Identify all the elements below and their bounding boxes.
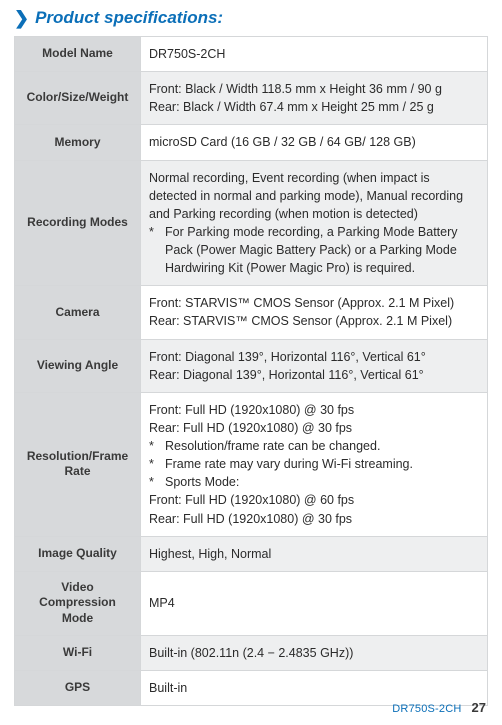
chevron-right-icon: ❯ xyxy=(14,9,29,27)
spec-value-line: Front: Black / Width 118.5 mm x Height 3… xyxy=(149,80,479,98)
spec-value-line: Normal recording, Event recording (when … xyxy=(149,169,479,223)
table-row: Model Name DR750S-2CH xyxy=(15,37,488,72)
spec-label: Image Quality xyxy=(15,536,141,571)
spec-value-line: Front: Full HD (1920x1080) @ 30 fps xyxy=(149,401,479,419)
spec-value: Front: Black / Width 118.5 mm x Height 3… xyxy=(141,72,488,125)
spec-value-note-text: Resolution/frame rate can be changed. xyxy=(165,437,380,455)
asterisk-icon: * xyxy=(149,437,157,455)
asterisk-icon: * xyxy=(149,455,157,473)
spec-label: Camera xyxy=(15,286,141,339)
table-row: Memory microSD Card (16 GB / 32 GB / 64 G… xyxy=(15,125,488,160)
spec-value-note-text: Frame rate may vary during Wi-Fi streami… xyxy=(165,455,413,473)
spec-value-line: MP4 xyxy=(149,594,479,612)
spec-value-note: *For Parking mode recording, a Parking M… xyxy=(149,223,479,277)
spec-value-note: * Resolution/frame rate can be changed. xyxy=(149,437,479,455)
spec-value-line: Rear: Full HD (1920x1080) @ 30 fps xyxy=(149,419,479,437)
spec-value-note: * Frame rate may vary during Wi-Fi stream… xyxy=(149,455,479,473)
spec-value: Built-in (802.11n (2.4 − 2.4835 GHz)) xyxy=(141,635,488,670)
spec-value-line: Rear: Black / Width 67.4 mm x Height 25 … xyxy=(149,98,479,116)
spec-label: Recording Modes xyxy=(15,160,141,286)
table-row: Wi-Fi Built-in (802.11n (2.4 − 2.4835 GHz… xyxy=(15,635,488,670)
spec-value-line: Front: Diagonal 139°, Horizontal 116°, V… xyxy=(149,348,479,366)
asterisk-icon: * xyxy=(149,223,157,277)
spec-label: Resolution/Frame Rate xyxy=(15,392,141,536)
spec-value-note: * Sports Mode: xyxy=(149,473,479,491)
spec-value-note-text: For Parking mode recording, a Parking Mo… xyxy=(165,223,479,277)
table-row: Video Compression Mode MP4 xyxy=(15,571,488,635)
spec-table: Model Name DR750S-2CH Color/Size/Weight Fro… xyxy=(14,36,488,706)
spec-label: Model Name xyxy=(15,37,141,72)
section-heading: ❯ Product specifications: xyxy=(14,8,488,28)
spec-value: Highest, High, Normal xyxy=(141,536,488,571)
spec-value-line: Built-in (802.11n (2.4 − 2.4835 GHz)) xyxy=(149,644,479,662)
spec-table-body: Model Name DR750S-2CH Color/Size/Weight Fro… xyxy=(15,37,488,706)
spec-value-line: Rear: Full HD (1920x1080) @ 30 fps xyxy=(149,510,479,528)
spec-value-line: Rear: Diagonal 139°, Horizontal 116°, Ve… xyxy=(149,366,479,384)
spec-value-line: Highest, High, Normal xyxy=(149,545,479,563)
asterisk-icon: * xyxy=(149,473,157,491)
section-title: Product specifications: xyxy=(35,8,223,28)
spec-value-line: Built-in xyxy=(149,679,479,697)
page-footer: DR750S-2CH 27 xyxy=(392,700,486,715)
spec-value-line: Front: STARVIS™ CMOS Sensor (Approx. 2.1… xyxy=(149,294,479,312)
spec-value: Front: Full HD (1920x1080) @ 30 fpsRear:… xyxy=(141,392,488,536)
spec-value: microSD Card (16 GB / 32 GB / 64 GB/ 128… xyxy=(141,125,488,160)
spec-value: MP4 xyxy=(141,571,488,635)
spec-label: GPS xyxy=(15,670,141,705)
table-row: Resolution/Frame RateFront: Full HD (192… xyxy=(15,392,488,536)
spec-value-line: DR750S-2CH xyxy=(149,45,479,63)
spec-label: Video Compression Mode xyxy=(15,571,141,635)
spec-label: Memory xyxy=(15,125,141,160)
spec-value: Front: Diagonal 139°, Horizontal 116°, V… xyxy=(141,339,488,392)
spec-label: Viewing Angle xyxy=(15,339,141,392)
table-row: Image Quality Highest, High, Normal xyxy=(15,536,488,571)
table-row: Color/Size/Weight Front: Black / Width 11… xyxy=(15,72,488,125)
spec-value-line: Front: Full HD (1920x1080) @ 60 fps xyxy=(149,491,479,509)
footer-model: DR750S-2CH xyxy=(392,703,461,715)
spec-label: Wi-Fi xyxy=(15,635,141,670)
table-row: Camera Front: STARVIS™ CMOS Sensor (Appro… xyxy=(15,286,488,339)
spec-value-line: microSD Card (16 GB / 32 GB / 64 GB/ 128… xyxy=(149,133,479,151)
footer-page-number: 27 xyxy=(472,700,486,715)
spec-value: DR750S-2CH xyxy=(141,37,488,72)
spec-value: Normal recording, Event recording (when … xyxy=(141,160,488,286)
spec-value: Front: STARVIS™ CMOS Sensor (Approx. 2.1… xyxy=(141,286,488,339)
spec-value-note-text: Sports Mode: xyxy=(165,473,239,491)
table-row: Viewing Angle Front: Diagonal 139°, Horiz… xyxy=(15,339,488,392)
table-row: Recording ModesNormal recording, Event r… xyxy=(15,160,488,286)
spec-label: Color/Size/Weight xyxy=(15,72,141,125)
spec-value-line: Rear: STARVIS™ CMOS Sensor (Approx. 2.1 … xyxy=(149,312,479,330)
